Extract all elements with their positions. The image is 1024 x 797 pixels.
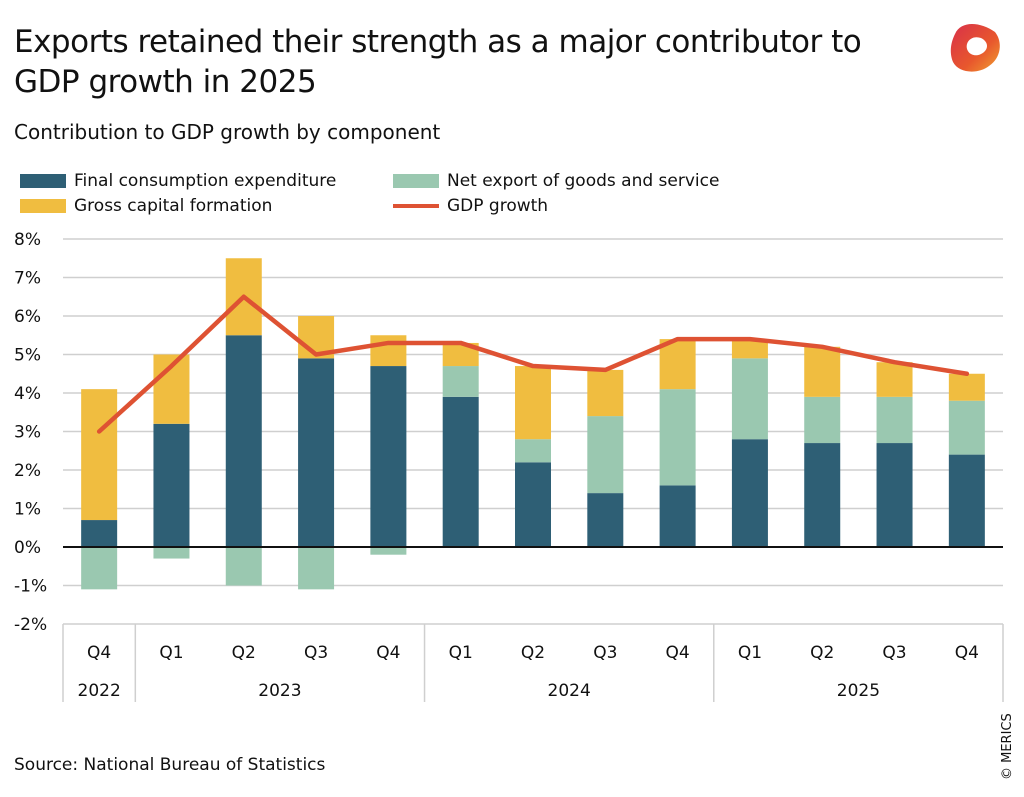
x-tick-label: Q2: [810, 643, 834, 663]
legend-swatch: [20, 174, 66, 188]
bar-capital: [587, 369, 624, 417]
legend-capital: Gross capital formation: [20, 196, 272, 216]
bar-net-export: [298, 547, 335, 590]
legend-consumption: Final consumption expenditure: [20, 171, 336, 191]
bar-capital: [876, 362, 913, 397]
legend-swatch: [393, 204, 439, 208]
x-tick-label: Q1: [449, 643, 473, 663]
bar-net-export: [876, 396, 913, 444]
bar-consumption: [948, 454, 985, 547]
source-note: Source: National Bureau of Statistics: [14, 755, 326, 775]
legend-label: Gross capital formation: [74, 196, 273, 216]
bar-consumption: [587, 493, 624, 547]
legend-gdp: GDP growth: [393, 196, 548, 216]
y-tick-label: 0%: [14, 538, 41, 558]
bar-capital: [515, 366, 551, 440]
bar-net-export: [731, 358, 768, 440]
bar-consumption: [298, 358, 335, 547]
x-tick-label: Q4: [955, 643, 979, 663]
x-tick-label: Q2: [521, 643, 545, 663]
bar-net-export: [442, 366, 479, 397]
y-tick-label: -2%: [14, 615, 47, 635]
y-tick-label: 5%: [14, 346, 41, 366]
legend-label: Final consumption expenditure: [74, 171, 337, 191]
y-tick-label: 8%: [14, 230, 41, 250]
bar-consumption: [659, 485, 696, 547]
bar-capital: [804, 346, 841, 397]
x-tick-label: Q1: [738, 643, 762, 663]
year-label: 2025: [837, 681, 880, 701]
x-tick-label: Q4: [376, 643, 400, 663]
bar-net-export: [81, 547, 118, 590]
bar-consumption: [876, 443, 913, 547]
y-tick-label: 3%: [14, 423, 41, 443]
bar-capital: [659, 339, 696, 390]
x-tick-label: Q3: [304, 643, 328, 663]
bar-net-export: [587, 416, 624, 494]
year-label: 2023: [258, 681, 301, 701]
bar-consumption: [515, 462, 551, 547]
bar-consumption: [225, 335, 262, 547]
x-tick-label: Q1: [159, 643, 183, 663]
bar-net-export: [153, 547, 190, 559]
bar-consumption: [81, 520, 118, 547]
bar-consumption: [153, 423, 190, 547]
bar-consumption: [442, 396, 479, 547]
bar-net-export: [948, 400, 985, 455]
merics-logo: [945, 18, 1005, 82]
x-tick-label: Q4: [666, 643, 690, 663]
y-tick-label: 1%: [14, 500, 41, 520]
y-tick-label: 7%: [14, 269, 41, 289]
chart-subtitle: Contribution to GDP growth by component: [14, 120, 441, 144]
bar-consumption: [804, 443, 841, 547]
bar-net-export: [659, 389, 696, 486]
credit: © MERICS: [1000, 713, 1015, 780]
bar-capital: [81, 389, 118, 521]
legend-swatch: [20, 199, 66, 213]
legend-label: GDP growth: [447, 196, 549, 216]
year-label: 2024: [548, 681, 591, 701]
x-tick-label: Q4: [87, 643, 111, 663]
bar-capital: [731, 339, 768, 359]
legend-swatch: [393, 174, 439, 188]
bar-capital: [370, 335, 407, 367]
legend-label: Net export of goods and service: [447, 171, 720, 191]
bar-capital: [442, 342, 479, 367]
y-tick-label: 6%: [14, 307, 41, 327]
x-tick-label: Q3: [593, 643, 617, 663]
bar-consumption: [370, 366, 407, 547]
bar-consumption: [731, 439, 768, 547]
x-tick-label: Q3: [882, 643, 906, 663]
bar-net-export: [515, 439, 551, 463]
bar-net-export: [225, 547, 262, 586]
y-tick-label: 4%: [14, 384, 41, 404]
bar-net-export: [370, 547, 407, 555]
year-label: 2022: [78, 681, 121, 701]
y-tick-label: 2%: [14, 461, 41, 481]
x-tick-label: Q2: [232, 643, 256, 663]
legend-net-export: Net export of goods and service: [393, 171, 719, 191]
bar-capital: [948, 373, 985, 401]
bar-net-export: [804, 396, 841, 444]
y-tick-label: -1%: [14, 577, 47, 597]
chart-title: Exports retained their strength as a maj…: [14, 24, 862, 100]
